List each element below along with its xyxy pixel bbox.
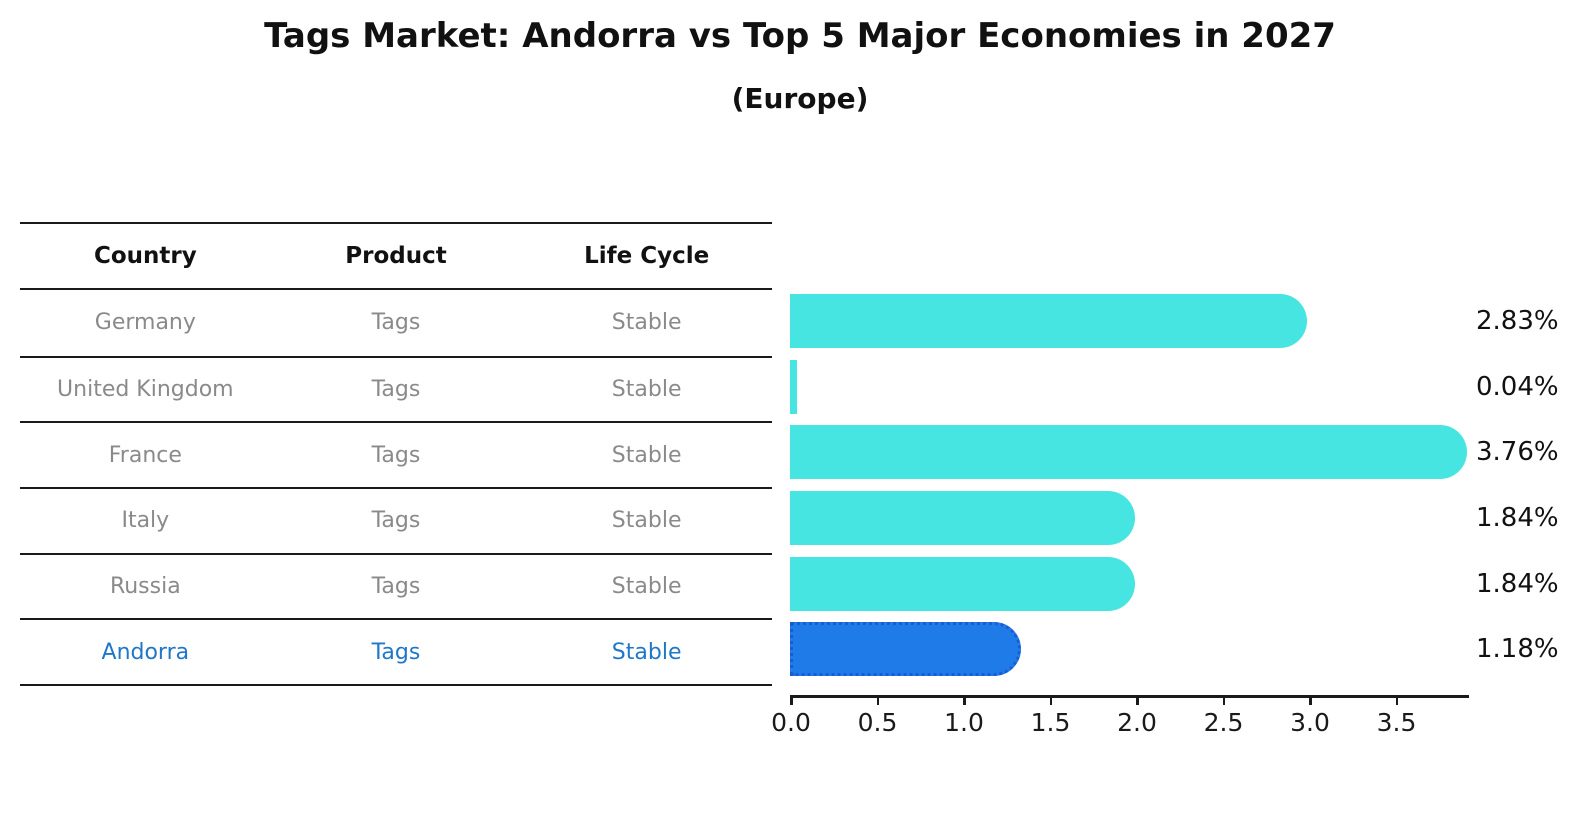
value-label: 3.76% xyxy=(1476,437,1559,468)
bar-france xyxy=(790,425,1468,480)
x-tick-mark xyxy=(1136,697,1139,705)
life-cycle-cell: Stable xyxy=(611,376,682,402)
x-tick-mark xyxy=(1309,697,1312,705)
bar-chart-plot-area xyxy=(790,288,1469,682)
product-cell: Tags xyxy=(371,310,421,336)
x-tick-mark xyxy=(1222,697,1225,705)
x-tick-mark xyxy=(1049,697,1052,705)
chart-subtitle: (Europe) xyxy=(731,82,869,115)
x-tick-label: 2.5 xyxy=(1203,708,1244,737)
column-header-product: Product xyxy=(345,243,447,269)
value-label: 1.18% xyxy=(1476,634,1559,665)
value-label: 1.84% xyxy=(1476,568,1559,599)
product-cell: Tags xyxy=(371,573,421,599)
product-cell: Tags xyxy=(371,442,421,468)
x-axis-line xyxy=(790,695,1469,698)
life-cycle-cell: Stable xyxy=(611,573,682,599)
table-row-russia: Russia Tags Stable xyxy=(20,552,772,619)
table-row-andorra: Andorra Tags Stable xyxy=(20,618,772,684)
x-tick-mark xyxy=(876,697,879,705)
x-tick-label: 3.5 xyxy=(1376,708,1417,737)
country-cell: Germany xyxy=(94,310,196,336)
product-cell: Tags xyxy=(371,639,421,665)
country-cell: Italy xyxy=(121,508,170,534)
table-row-germany: Germany Tags Stable xyxy=(20,290,772,356)
value-label: 2.83% xyxy=(1476,305,1559,336)
value-label: 1.84% xyxy=(1476,502,1559,533)
country-cell: France xyxy=(108,442,182,468)
bar-germany xyxy=(790,293,1307,348)
bar-italy xyxy=(790,490,1136,545)
life-cycle-cell: Stable xyxy=(611,442,682,468)
column-header-country: Country xyxy=(93,243,197,269)
x-tick-label: 1.0 xyxy=(944,708,984,737)
country-cell: Russia xyxy=(109,573,181,599)
table-row-france: France Tags Stable xyxy=(20,421,772,487)
bar-andorra xyxy=(790,622,1022,677)
country-cell: Andorra xyxy=(101,639,190,665)
life-cycle-cell: Stable xyxy=(611,310,682,336)
x-tick-label: 0.0 xyxy=(771,708,811,737)
x-tick-label: 1.5 xyxy=(1030,708,1071,737)
bar-united-kingdom xyxy=(790,359,797,414)
country-table: Country Product Life Cycle Germany Tags St… xyxy=(20,222,772,686)
bar-russia xyxy=(790,556,1136,611)
table-body: Germany Tags Stable United Kingdom Tags Stabl… xyxy=(20,290,772,684)
x-tick-mark xyxy=(1395,697,1398,705)
table-row-united-kingdom: United Kingdom Tags Stable xyxy=(20,355,772,422)
x-tick-label: 0.5 xyxy=(857,708,898,737)
life-cycle-cell: Stable xyxy=(611,639,682,665)
column-header-life-cycle: Life Cycle xyxy=(584,243,710,269)
country-cell: United Kingdom xyxy=(57,376,234,402)
life-cycle-cell: Stable xyxy=(611,508,682,534)
table-row-italy: Italy Tags Stable xyxy=(20,486,772,553)
x-tick-label: 2.0 xyxy=(1117,708,1157,737)
x-tick-label: 3.0 xyxy=(1290,708,1330,737)
value-label: 0.04% xyxy=(1476,371,1559,402)
x-tick-mark xyxy=(963,697,966,705)
product-cell: Tags xyxy=(371,376,421,402)
chart-title: Tags Market: Andorra vs Top 5 Major Econ… xyxy=(264,16,1336,56)
product-cell: Tags xyxy=(371,508,421,534)
table-header-row: Country Product Life Cycle xyxy=(20,224,772,290)
x-tick-mark xyxy=(790,697,793,705)
